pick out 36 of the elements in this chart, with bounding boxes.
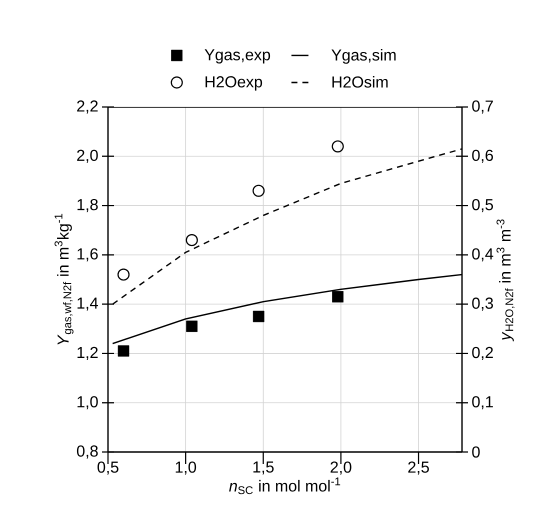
x-tick-label: 1,0 [176,462,196,475]
x-tick-label: 0,5 [98,462,118,475]
y2-tick-label: 0,5 [472,198,494,212]
y-tick-label: 2,0 [77,150,98,163]
x-axis-title: n$_{SC}$ in mol mol$^{-1}$ [229,478,340,494]
legend-label: Ygas,sim [331,48,396,64]
legend-label: Ygas,exp [204,49,270,64]
y2-tick-label: 0,3 [472,298,493,311]
y-tick-label: 1,4 [78,298,98,311]
y2-axis-title: y$_{H2O,N2f}$ in m$^{3}$ m$^{-3}$ [496,219,515,342]
point [332,291,344,302]
y2-tick-label: 0,4 [472,248,494,262]
point [118,345,130,357]
y-tick-label: 1,2 [78,346,98,360]
point [252,310,264,322]
y-axis-title: Y$_{gas,wf,N2f}$ in m$^{3}$kg$^{-1}$ [54,214,74,344]
y2-tick-label: 0,1 [472,396,493,410]
y2-tick-label: 0 [472,446,480,458]
point [186,234,198,246]
legend-label: H2Osim [332,76,388,88]
y-tick-label: 1,8 [78,198,98,212]
x-tick-label: 2,5 [408,462,429,475]
point [332,140,344,152]
y2-tick-label: 0,6 [472,150,493,163]
y-tick-label: 1,0 [78,396,98,410]
point [252,184,265,197]
x-tick-label: 2,0 [330,462,352,475]
y-tick-label: 2,2 [77,100,98,114]
point [117,268,130,281]
y-tick-label: 0,8 [76,445,98,459]
point [186,320,198,332]
y2-tick-label: 0,2 [472,346,493,360]
y-tick-label: 1,6 [78,248,98,262]
x-tick-label: 1,5 [253,462,274,475]
legend-label: H2Oexp [206,76,262,91]
y2-tick-label: 0,7 [472,100,493,114]
